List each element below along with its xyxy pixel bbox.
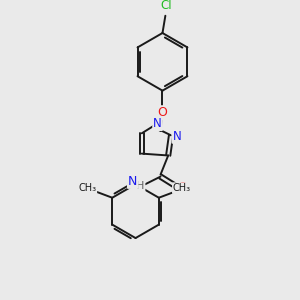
Text: O: O (178, 181, 188, 194)
Text: CH₃: CH₃ (173, 183, 191, 193)
Text: CH₃: CH₃ (78, 183, 96, 193)
Text: N: N (172, 130, 181, 143)
Text: O: O (158, 106, 167, 119)
Text: Cl: Cl (160, 0, 172, 12)
Text: N: N (153, 117, 162, 130)
Text: N: N (128, 175, 137, 188)
Text: H: H (136, 181, 145, 191)
